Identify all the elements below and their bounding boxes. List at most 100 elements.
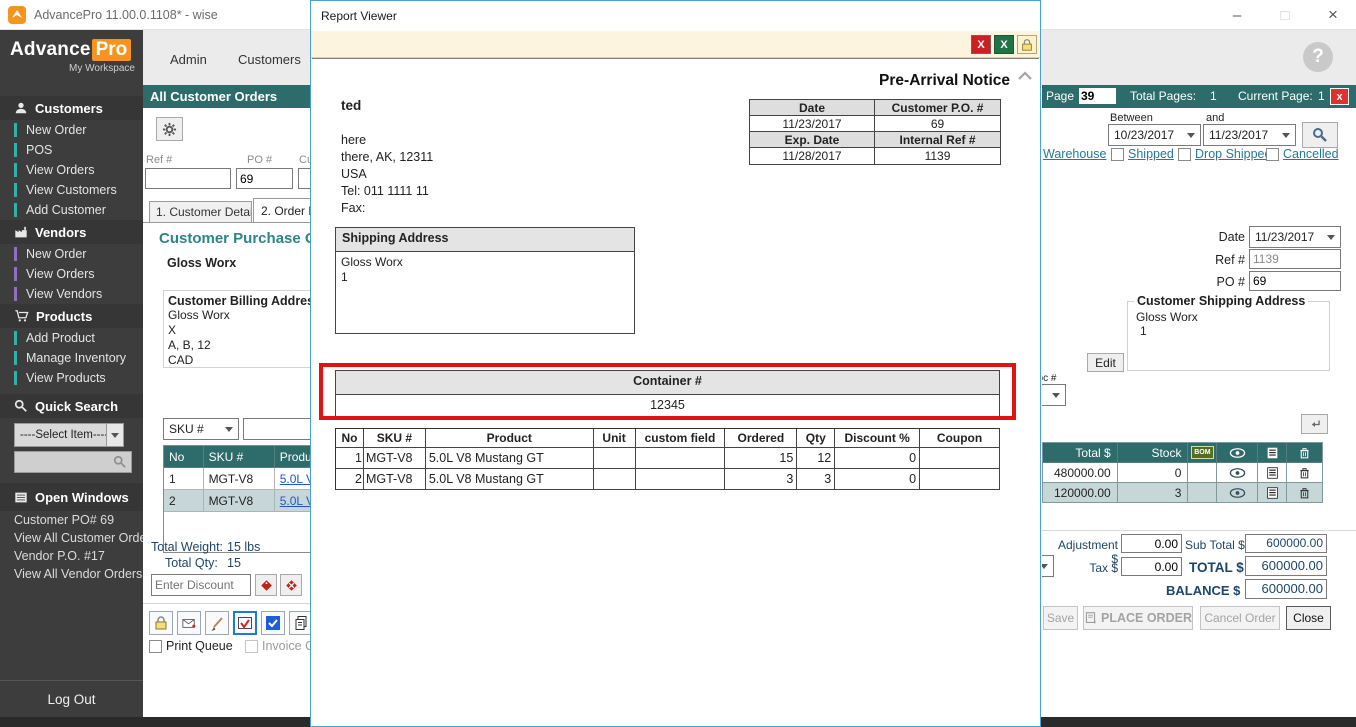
save-button[interactable]: Save <box>1043 606 1078 630</box>
confirm-button[interactable] <box>261 611 285 635</box>
drop-shipped-link[interactable]: Drop Shipped <box>1195 147 1272 161</box>
lock-report-button[interactable] <box>1017 35 1037 54</box>
sku-search-input[interactable] <box>243 418 310 440</box>
sidebar-item-pos[interactable]: POS <box>0 140 143 160</box>
place-order-button[interactable]: PLACE ORDER <box>1083 606 1193 630</box>
settings-button[interactable] <box>156 117 183 141</box>
help-button[interactable]: ? <box>1303 42 1333 72</box>
cancel-order-button[interactable]: Cancel Order <box>1200 606 1280 630</box>
loc-select[interactable] <box>1042 384 1066 406</box>
sidebar-item-view-customers[interactable]: View Customers <box>0 180 143 200</box>
open-window-customer-po[interactable]: Customer PO# 69 <box>14 513 115 527</box>
sidebar-item-view-products[interactable]: View Products <box>0 368 143 388</box>
order-lines-grid: Total $ Stock BOM 480000.00 0 120000.00 … <box>1042 442 1323 503</box>
accent-bar <box>14 143 17 157</box>
open-window-all-vendor-orders[interactable]: View All Vendor Orders <box>14 567 143 581</box>
grid-row[interactable]: 120000.00 3 <box>1043 483 1322 503</box>
close-window-button[interactable]: × <box>1318 4 1348 26</box>
shipped-link[interactable]: Shipped <box>1128 147 1174 161</box>
ref-input[interactable] <box>1249 249 1341 269</box>
adjustment-input[interactable] <box>1121 534 1182 553</box>
close-panel-button[interactable]: x <box>1330 88 1349 105</box>
po-input[interactable] <box>1249 271 1341 291</box>
notes-icon <box>1266 466 1278 479</box>
sidebar-item-vendor-view-orders[interactable]: View Orders <box>0 264 143 284</box>
nav-admin[interactable]: Admin <box>170 52 207 67</box>
close-report-button[interactable]: X <box>971 35 991 54</box>
order-date-select[interactable]: 11/23/2017 <box>1249 226 1341 248</box>
scroll-up-icon[interactable] <box>1017 70 1033 85</box>
apply-discount-button[interactable] <box>255 574 277 596</box>
sign-button[interactable] <box>205 611 229 635</box>
quick-search-input[interactable] <box>14 451 132 473</box>
shipped-checkbox[interactable] <box>1111 148 1124 161</box>
return-arrow-icon <box>1311 419 1320 427</box>
warehouse-link[interactable]: Warehouse <box>1043 147 1107 161</box>
line-notes-button[interactable] <box>1258 483 1288 503</box>
sidebar-item-new-order[interactable]: New Order <box>0 120 143 140</box>
remove-discount-button[interactable] <box>280 574 302 596</box>
product-link[interactable]: 5.0L V8 Mustang GT <box>274 468 310 490</box>
delete-line-button[interactable] <box>1287 483 1322 503</box>
logout-button[interactable]: Log Out <box>0 680 143 717</box>
ref-filter-input[interactable] <box>145 168 231 189</box>
table-row[interactable]: 1 MGT-V8 5.0L V8 Mustang GT <box>164 468 310 490</box>
discount-input[interactable] <box>151 574 251 596</box>
clipped-select[interactable] <box>1042 555 1054 577</box>
close-order-button[interactable]: Close <box>1286 606 1331 630</box>
open-window-vendor-po[interactable]: Vendor P.O. #17 <box>14 549 105 563</box>
chevron-down-icon[interactable] <box>106 424 123 446</box>
sku-select[interactable]: SKU # <box>163 418 239 440</box>
invoice-checkbox[interactable] <box>245 640 258 653</box>
maximize-button[interactable]: □ <box>1270 4 1300 26</box>
page-input[interactable] <box>1079 88 1116 104</box>
search-orders-button[interactable] <box>1302 122 1338 148</box>
logo-text: Advance <box>10 39 91 60</box>
shipping-address-box: Customer Shipping Address Gloss Worx 1 <box>1127 294 1330 371</box>
print-queue-checkbox[interactable] <box>149 640 162 653</box>
drop-shipped-checkbox[interactable] <box>1178 148 1191 161</box>
sidebar-section-products[interactable]: Products <box>0 304 143 328</box>
sidebar-item-add-product[interactable]: Add Product <box>0 328 143 348</box>
line-notes-button[interactable] <box>1258 463 1288 483</box>
sidebar-item-add-customer[interactable]: Add Customer <box>0 200 143 220</box>
sidebar-item-vendor-new-order[interactable]: New Order <box>0 244 143 264</box>
email-button[interactable] <box>177 611 201 635</box>
dialog-title: Report Viewer <box>321 9 397 23</box>
minimize-button[interactable]: – <box>1222 4 1252 26</box>
sidebar-section-customers[interactable]: Customers <box>0 96 143 120</box>
schedule-check-button[interactable] <box>233 611 257 635</box>
export-excel-button[interactable]: X <box>994 35 1014 54</box>
quick-search-select[interactable]: ----Select Item---- <box>14 423 124 447</box>
subtotal-label: Sub Total $ <box>1185 538 1245 552</box>
tab-order-details[interactable]: 2. Order Details <box>253 198 310 222</box>
edit-address-button[interactable]: Edit <box>1087 353 1124 372</box>
po-filter-input[interactable] <box>236 168 293 189</box>
sidebar-item-view-vendors[interactable]: View Vendors <box>0 284 143 304</box>
add-line-button[interactable] <box>1301 414 1328 434</box>
sidebar-item-view-orders[interactable]: View Orders <box>0 160 143 180</box>
copy-button[interactable] <box>289 611 310 635</box>
cust-filter-input[interactable] <box>298 168 310 189</box>
tab-customer-details[interactable]: 1. Customer Details <box>149 201 252 222</box>
sidebar-section-vendors[interactable]: Vendors <box>0 220 143 244</box>
col-bom: BOM <box>1188 443 1218 463</box>
open-window-all-customer-orders[interactable]: View All Customer Orders <box>14 531 143 545</box>
date-to-select[interactable]: 11/23/2017 <box>1203 124 1296 146</box>
cancelled-link[interactable]: Cancelled <box>1283 147 1339 161</box>
view-product-button[interactable] <box>1217 483 1259 503</box>
view-product-button[interactable] <box>1217 463 1259 483</box>
table-row[interactable]: 2 MGT-V8 5.0L V8 Mustang GT <box>164 490 310 512</box>
loc-label: Loc # <box>1042 373 1057 384</box>
nav-customers[interactable]: Customers <box>238 52 301 67</box>
tax-input[interactable] <box>1121 557 1182 576</box>
col-notes <box>1258 443 1288 463</box>
product-link[interactable]: 5.0L V8 Mustang GT <box>274 490 310 512</box>
sidebar: Advance Pro My Workspace Customers New O… <box>0 30 143 717</box>
delete-line-button[interactable] <box>1287 463 1322 483</box>
cancelled-checkbox[interactable] <box>1266 148 1279 161</box>
date-from-select[interactable]: 10/23/2017 <box>1108 124 1201 146</box>
print-button[interactable] <box>149 611 173 635</box>
sidebar-item-manage-inventory[interactable]: Manage Inventory <box>0 348 143 368</box>
grid-row[interactable]: 480000.00 0 <box>1043 463 1322 483</box>
